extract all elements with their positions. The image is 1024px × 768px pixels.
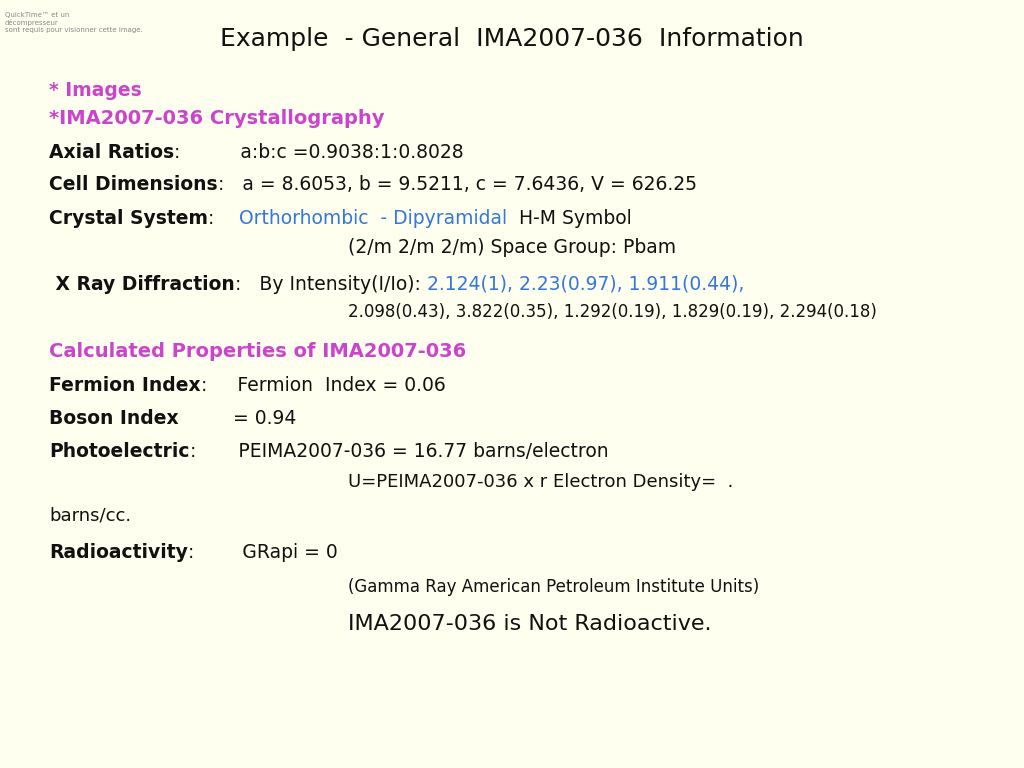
Text: Cell Dimensions: Cell Dimensions <box>49 175 218 194</box>
Text: 2.098(0.43), 3.822(0.35), 1.292(0.19), 1.829(0.19), 2.294(0.18): 2.098(0.43), 3.822(0.35), 1.292(0.19), 1… <box>348 303 877 321</box>
Text: :       PEIMA2007-036 = 16.77 barns/electron: : PEIMA2007-036 = 16.77 barns/electron <box>189 442 608 462</box>
Text: Boson Index: Boson Index <box>49 409 179 428</box>
Text: U=PEIMA2007-036 x r Electron Density=  .: U=PEIMA2007-036 x r Electron Density= . <box>348 473 733 491</box>
Text: Crystal System: Crystal System <box>49 209 208 228</box>
Text: :: : <box>208 209 239 228</box>
Text: sont requis pour visionner cette image.: sont requis pour visionner cette image. <box>5 27 143 33</box>
Text: QuickTime™ et un: QuickTime™ et un <box>5 12 70 18</box>
Text: Radioactivity: Radioactivity <box>49 543 188 562</box>
Text: barns/cc.: barns/cc. <box>49 507 131 525</box>
Text: Orthorhombic  - Dipyramidal: Orthorhombic - Dipyramidal <box>239 209 507 228</box>
Text: X Ray Diffraction: X Ray Diffraction <box>49 275 234 294</box>
Text: H-M Symbol: H-M Symbol <box>507 209 632 228</box>
Text: * Images: * Images <box>49 81 142 100</box>
Text: (Gamma Ray American Petroleum Institute Units): (Gamma Ray American Petroleum Institute … <box>348 578 760 595</box>
Text: Axial Ratios: Axial Ratios <box>49 143 174 162</box>
Text: *IMA2007-036 Crystallography: *IMA2007-036 Crystallography <box>49 109 385 128</box>
Text: Calculated Properties of IMA2007-036: Calculated Properties of IMA2007-036 <box>49 342 466 361</box>
Text: (2/m 2/m 2/m) Space Group: Pbam: (2/m 2/m 2/m) Space Group: Pbam <box>348 238 676 257</box>
Text: :     Fermion  Index = 0.06: : Fermion Index = 0.06 <box>201 376 445 396</box>
Text: :          a:b:c =0.9038:1:0.8028: : a:b:c =0.9038:1:0.8028 <box>174 143 464 162</box>
Text: décompresseur: décompresseur <box>5 19 58 26</box>
Text: Fermion Index: Fermion Index <box>49 376 201 396</box>
Text: 2.124(1), 2.23(0.97), 1.911(0.44),: 2.124(1), 2.23(0.97), 1.911(0.44), <box>427 275 744 294</box>
Text: IMA2007-036 is Not Radioactive.: IMA2007-036 is Not Radioactive. <box>348 614 712 634</box>
Text: :   a = 8.6053, b = 9.5211, c = 7.6436, V = 626.25: : a = 8.6053, b = 9.5211, c = 7.6436, V … <box>218 175 696 194</box>
Text: Photoelectric: Photoelectric <box>49 442 189 462</box>
Text: = 0.94: = 0.94 <box>179 409 296 428</box>
Text: :        GRapi = 0: : GRapi = 0 <box>188 543 338 562</box>
Text: Example  - General  IMA2007-036  Information: Example - General IMA2007-036 Informatio… <box>220 27 804 51</box>
Text: :   By Intensity(I/Io):: : By Intensity(I/Io): <box>234 275 427 294</box>
